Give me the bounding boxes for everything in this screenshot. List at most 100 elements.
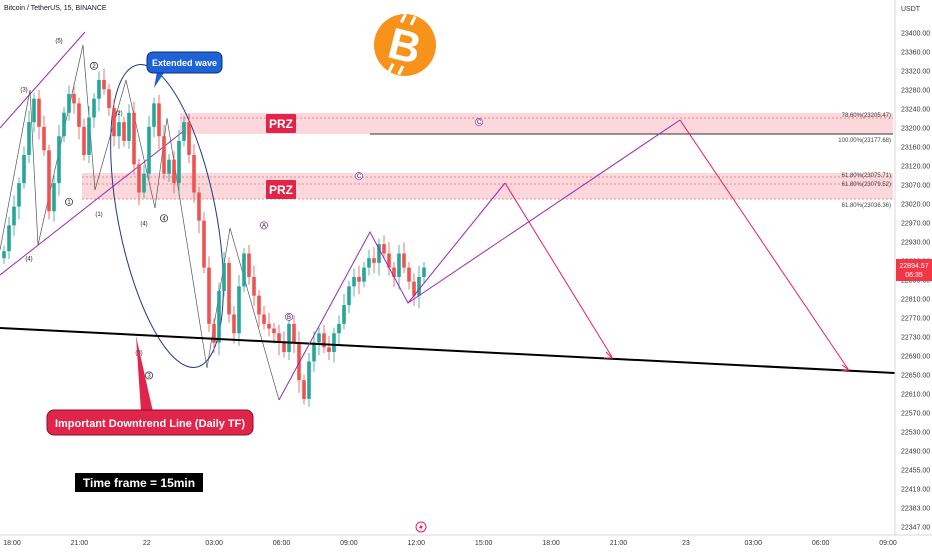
projection-arrowhead-1 [604,351,614,359]
downtrend-line [0,327,896,374]
candle-body [237,286,241,334]
price-tick: 23240.00 [901,107,930,114]
candle-body [412,281,416,296]
candle-body [272,328,276,334]
candle-body [367,258,371,268]
wave-circle [355,172,363,181]
wave-circle [65,197,73,206]
candle-body [62,112,66,137]
candle-body [307,361,311,399]
price-tick: 23160.00 [901,145,930,152]
candle-body [117,122,121,137]
prz-label-upper-box [266,114,296,133]
wave-circle [285,312,293,321]
price-tick: 23200.00 [901,126,930,133]
price-tick: 22455.00 [901,468,930,475]
price-tick: 22419.00 [901,487,930,494]
price-tick: 22570.00 [901,411,930,418]
prz-label-lower-box [266,180,296,199]
wave-label: (1) [95,212,102,218]
price-axis[interactable]: 23400.00 23360.00 23320.00 23280.00 23240.00… [901,31,930,532]
wave-circle [90,61,98,70]
time-tick: 06:00 [812,540,830,547]
wave-circle-label: 1 [67,200,71,206]
time-tick: 06:00 [273,540,291,547]
timeframe-label: Time frame = 15min [83,476,195,490]
candle-body [17,183,21,207]
candle-body [142,173,146,193]
price-tick: 23360.00 [901,50,930,57]
price-tick: 23400.00 [901,31,930,38]
candle-body [267,323,271,329]
price-badge-value: 22894.57 [899,263,928,270]
candle-body [302,380,306,399]
price-tick: 22610.00 [901,392,930,399]
price-tick: 23070.00 [901,183,930,190]
candle-body [92,98,96,118]
projection-arrowhead-2 [840,364,851,372]
price-tick: 22930.00 [901,240,930,247]
price-tick: 22970.00 [901,221,930,228]
candle-body [357,276,361,282]
candle-body [217,291,221,343]
candle-body [97,79,101,99]
channel-line-upper [0,31,86,129]
fib-label-100: 100.00%(23177.68) [838,138,891,144]
candle-body [227,262,231,315]
price-tick: 22530.00 [901,430,930,437]
time-tick: 18:00 [542,540,560,547]
time-axis[interactable]: 18:00 21:00 22 03:00 06:00 09:00 12:00 15:00 18:… [3,540,897,547]
candle-body [417,276,421,296]
abc-wave-path [278,119,681,401]
candle-body [222,262,226,292]
price-tick: 23280.00 [901,88,930,95]
wave-label: (4) [140,221,147,227]
candle-body [247,253,251,277]
price-tick: 22810.00 [901,297,930,304]
currency-label: USDT [901,6,921,13]
projection-path-1 [504,182,613,358]
candle-body [187,122,191,155]
candle-body [332,333,336,353]
wave-labels-group: (3)(4)(5)(1)(2)(3)(4)12345ABCC [20,38,483,419]
timeframe-box [75,473,203,492]
candle-body [37,98,41,127]
candle-body [132,112,136,165]
candle-body [212,323,216,343]
extended-wave-callout-box [146,51,223,74]
candle-body [22,154,26,184]
time-tick: 21:00 [610,540,628,547]
candle-body [87,117,91,155]
candle-body [77,103,81,127]
candle-body [352,276,356,287]
candle-body [242,253,246,287]
prz-label-lower: PRZ [269,183,293,197]
price-tick: 22770.00 [901,316,930,323]
candle-body [347,286,351,306]
candle-body [257,295,261,315]
candle-body [327,347,331,353]
wave-circle-label: B [287,315,291,321]
candle-body [392,267,396,277]
candle-body [42,126,46,151]
candle-body [82,126,86,155]
downtrend-callout: Important Downtrend Line (Daily TF) [55,418,245,430]
time-tick: 09:00 [879,540,897,547]
price-tick: 22650.00 [901,373,930,380]
fib-label-6180b: 61.80%(23079.52) [842,182,891,188]
wave-circle [475,118,483,127]
time-tick: 21:00 [71,540,89,547]
candle-body [167,159,171,174]
wave-path-gray [0,44,280,401]
wave-label: (5) [55,38,62,44]
candle-body [12,206,16,226]
lightning-replay-icon[interactable] [415,521,427,533]
wave-circle [160,214,168,223]
candle-body [127,112,131,141]
price-tick: 22690.00 [901,354,930,361]
candle-body [232,314,236,334]
extended-wave-ellipse [110,64,224,368]
price-tick: 22383.00 [901,506,930,513]
